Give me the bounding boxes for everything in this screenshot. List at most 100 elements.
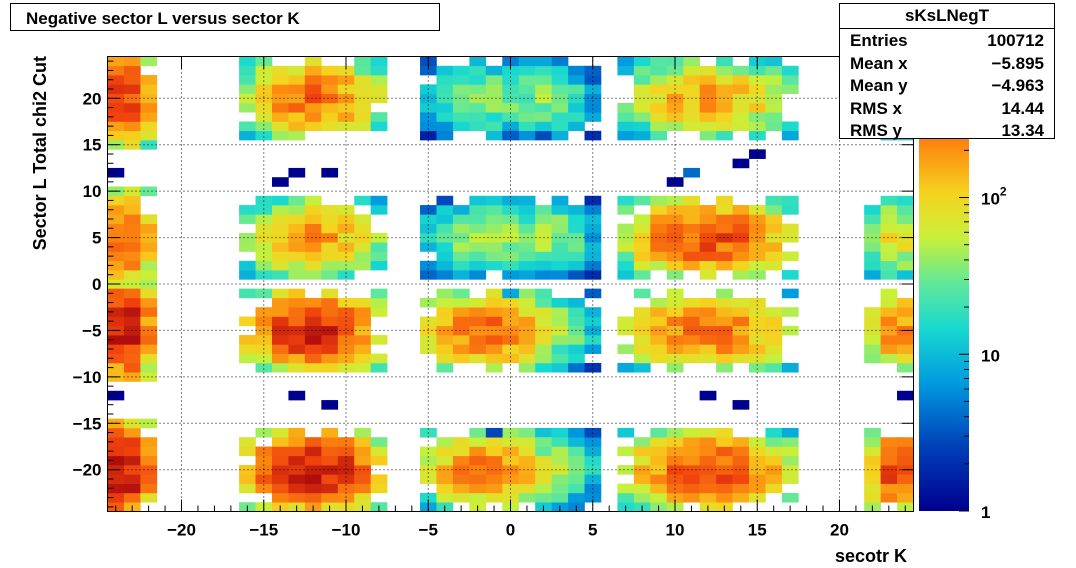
heatmap-cell [699, 427, 717, 438]
heatmap-cell [732, 102, 750, 113]
heatmap-cell [568, 474, 585, 484]
heatmap-cell [304, 84, 322, 94]
heatmap-cell [518, 270, 536, 280]
heatmap-cell [551, 251, 569, 262]
heatmap-cell [107, 297, 125, 308]
heatmap-cell [683, 446, 700, 457]
heatmap-cell [633, 325, 651, 336]
heatmap-cell [683, 297, 700, 308]
heatmap-cell [864, 474, 881, 484]
heatmap-cell [107, 390, 125, 401]
heatmap-cell [304, 102, 322, 113]
heatmap-cell [518, 205, 536, 215]
heatmap-cell [485, 297, 503, 308]
heatmap-cell [666, 446, 684, 457]
heatmap-cell [683, 344, 700, 354]
heatmap-cell [699, 223, 717, 234]
heatmap-cell [469, 84, 487, 94]
heatmap-cell [370, 474, 388, 484]
heatmap-cell [699, 112, 717, 122]
heatmap-cell [765, 75, 783, 85]
heatmap-cell [354, 446, 371, 457]
heatmap-cell [683, 242, 700, 252]
heatmap-cell [732, 465, 750, 475]
heatmap-cell [716, 362, 733, 373]
heatmap-cell [765, 474, 783, 484]
heatmap-cell [666, 270, 684, 280]
heatmap-cell [123, 492, 141, 503]
heatmap-cell [370, 121, 388, 132]
heatmap-cell [370, 195, 388, 206]
heatmap-cell [617, 270, 635, 280]
heatmap-cell [535, 446, 552, 457]
heatmap-cell [370, 65, 388, 76]
heatmap-cell [551, 75, 569, 85]
heatmap-cell [140, 288, 158, 299]
heatmap-cell [617, 102, 635, 113]
heatmap-cell [485, 130, 503, 141]
heatmap-cell [732, 205, 750, 215]
heatmap-cell [107, 492, 125, 503]
heatmap-cell [617, 344, 635, 354]
heatmap-cell [732, 446, 750, 457]
heatmap-cell [749, 223, 766, 234]
heatmap-cell [880, 483, 898, 494]
stats-row-mean-x: Mean x −5.895 [850, 53, 1044, 73]
heatmap-cell [288, 93, 306, 104]
heatmap-cell [436, 75, 454, 85]
heatmap-cell [469, 195, 487, 206]
heatmap-cell [765, 223, 783, 234]
heatmap-cell [749, 446, 766, 457]
heatmap-cell [749, 353, 766, 364]
heatmap-cell [420, 214, 437, 224]
heatmap-cell [469, 56, 487, 67]
heatmap-cell [123, 344, 141, 354]
heatmap-cell [271, 223, 289, 234]
heatmap-cell [518, 260, 536, 271]
heatmap-cell [485, 195, 503, 206]
heatmap-cell [271, 344, 289, 354]
heatmap-cell [551, 56, 569, 67]
heatmap-cell [765, 214, 783, 224]
heatmap-cell [568, 214, 585, 224]
heatmap-cell [304, 455, 322, 466]
heatmap-cell [255, 205, 273, 215]
heatmap-cell [699, 390, 717, 401]
heatmap-cell [535, 335, 552, 345]
heatmap-cell [864, 223, 881, 234]
heatmap-cell [617, 427, 635, 438]
heatmap-cell [107, 195, 125, 206]
heatmap-cell [568, 205, 585, 215]
heatmap-cell [502, 251, 520, 262]
heatmap-cell [420, 474, 437, 484]
heatmap-cell [485, 288, 503, 299]
heatmap-cell [107, 362, 125, 373]
heatmap-cell [420, 335, 437, 345]
y-tick-label: −15 [73, 414, 102, 433]
heatmap-cell [781, 251, 799, 262]
heatmap-cell [288, 362, 306, 373]
heatmap-cell [749, 130, 766, 141]
heatmap-cell [420, 492, 437, 503]
heatmap-cell [469, 65, 487, 76]
heatmap-cell [650, 251, 668, 262]
heatmap-cell [239, 353, 256, 364]
heatmap-cell [107, 353, 125, 364]
heatmap-cell [436, 344, 454, 354]
heatmap-cell [304, 93, 322, 104]
heatmap-cell [864, 483, 881, 494]
heatmap-cell [337, 205, 355, 215]
heatmap-cell [321, 260, 339, 271]
heatmap-cell [288, 316, 306, 327]
heatmap-cell [568, 297, 585, 308]
heatmap-cell [584, 335, 602, 345]
heatmap-cell [864, 427, 881, 438]
heatmap-cell [650, 102, 668, 113]
heatmap-cell [897, 474, 914, 484]
heatmap-cell [683, 84, 700, 94]
heatmap-cell [288, 214, 306, 224]
heatmap-cell [765, 121, 783, 132]
heatmap-cell [140, 214, 158, 224]
heatmap-cell [716, 316, 733, 327]
heatmap-cell [765, 353, 783, 364]
